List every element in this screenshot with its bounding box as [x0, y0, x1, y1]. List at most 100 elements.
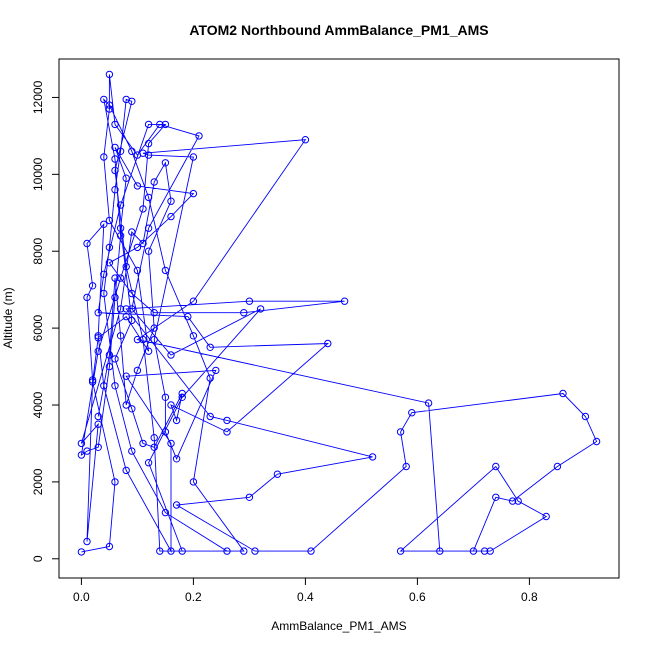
data-point	[167, 212, 175, 221]
data-point	[139, 205, 147, 213]
data-point	[161, 428, 170, 436]
data-point	[189, 332, 198, 340]
data-point	[122, 174, 130, 182]
data-point	[122, 262, 130, 271]
data-point	[128, 316, 136, 325]
data-point	[195, 132, 203, 140]
data-point	[105, 259, 114, 267]
data-point	[167, 547, 175, 555]
data-point	[480, 547, 489, 555]
x-tick-label: 0.8	[521, 590, 538, 604]
data-point	[396, 547, 405, 555]
data-point	[111, 274, 119, 282]
data-point	[144, 139, 153, 148]
data-point	[559, 389, 567, 398]
data-point	[77, 451, 86, 459]
chart-title: ATOM2 Northbound AmmBalance_PM1_AMS	[189, 22, 488, 38]
data-point	[424, 399, 433, 407]
data-point	[111, 478, 119, 486]
data-point	[240, 309, 248, 317]
series-line	[80, 74, 598, 553]
data-point	[128, 289, 136, 298]
data-point	[128, 305, 136, 313]
data-point	[77, 439, 86, 448]
data-point	[139, 439, 147, 448]
data-point	[592, 437, 601, 446]
data-point	[273, 470, 282, 478]
x-tick-label: 0.0	[73, 590, 90, 604]
data-point	[100, 270, 108, 278]
data-point	[245, 297, 254, 305]
data-point	[167, 351, 175, 359]
data-point	[150, 335, 158, 344]
y-axis: 0 2000 4000 6000 8000 10000 12000	[31, 80, 60, 562]
data-point	[122, 372, 130, 380]
data-point	[178, 389, 186, 398]
data-point	[122, 401, 130, 409]
data-point	[144, 193, 153, 202]
data-point	[178, 547, 186, 555]
data-point	[100, 220, 108, 229]
data-point	[111, 355, 119, 363]
data-point	[111, 293, 119, 302]
data-point	[128, 447, 136, 455]
data-point	[240, 547, 248, 555]
data-point	[161, 120, 170, 129]
data-point	[150, 434, 158, 442]
data-point	[105, 70, 114, 79]
data-point	[492, 462, 500, 471]
data-point	[161, 508, 170, 517]
data-point	[256, 305, 265, 313]
data-point	[223, 428, 231, 436]
data-point	[245, 493, 254, 501]
data-point	[94, 412, 102, 421]
data-point	[105, 101, 114, 109]
x-axis-label: AmmBalance_PM1_AMS	[271, 619, 406, 633]
data-point	[206, 343, 214, 351]
data-point	[83, 239, 91, 248]
data-point	[88, 282, 97, 290]
data-point	[83, 447, 91, 455]
data-point	[144, 459, 153, 467]
data-point	[122, 466, 130, 475]
data-point	[122, 305, 130, 313]
data-point	[116, 232, 125, 240]
data-point	[133, 182, 142, 190]
data-point	[189, 189, 198, 198]
data-point	[116, 305, 125, 313]
data-point	[105, 105, 114, 113]
data-point	[105, 542, 114, 551]
data-point	[133, 366, 142, 375]
data-point	[324, 339, 332, 348]
data-point	[94, 420, 102, 428]
data-point	[307, 547, 315, 555]
data-point	[542, 512, 550, 521]
series-layer	[77, 70, 601, 556]
y-tick-label: 8000	[31, 238, 45, 265]
data-point	[105, 243, 114, 252]
data-point	[223, 547, 231, 555]
data-point	[94, 443, 102, 451]
data-point	[100, 153, 108, 161]
data-point	[486, 547, 494, 555]
data-point	[111, 155, 119, 163]
data-point	[223, 416, 231, 425]
data-point	[189, 478, 198, 486]
data-point	[156, 120, 164, 129]
data-point	[77, 548, 86, 556]
data-point	[189, 153, 198, 161]
data-point	[139, 335, 147, 344]
y-axis-label: Altitude (m)	[1, 287, 15, 348]
y-tick-label: 10000	[31, 157, 45, 191]
x-tick-label: 0.4	[297, 590, 314, 604]
data-point	[212, 366, 220, 375]
x-axis: 0.0 0.2 0.4 0.6 0.8	[73, 577, 538, 604]
data-point	[128, 147, 136, 156]
data-point	[139, 239, 147, 248]
x-tick-label: 0.6	[409, 590, 426, 604]
data-point	[408, 409, 416, 417]
data-point	[116, 224, 125, 232]
data-point	[178, 393, 186, 401]
data-point	[100, 289, 108, 298]
data-point	[150, 178, 158, 186]
